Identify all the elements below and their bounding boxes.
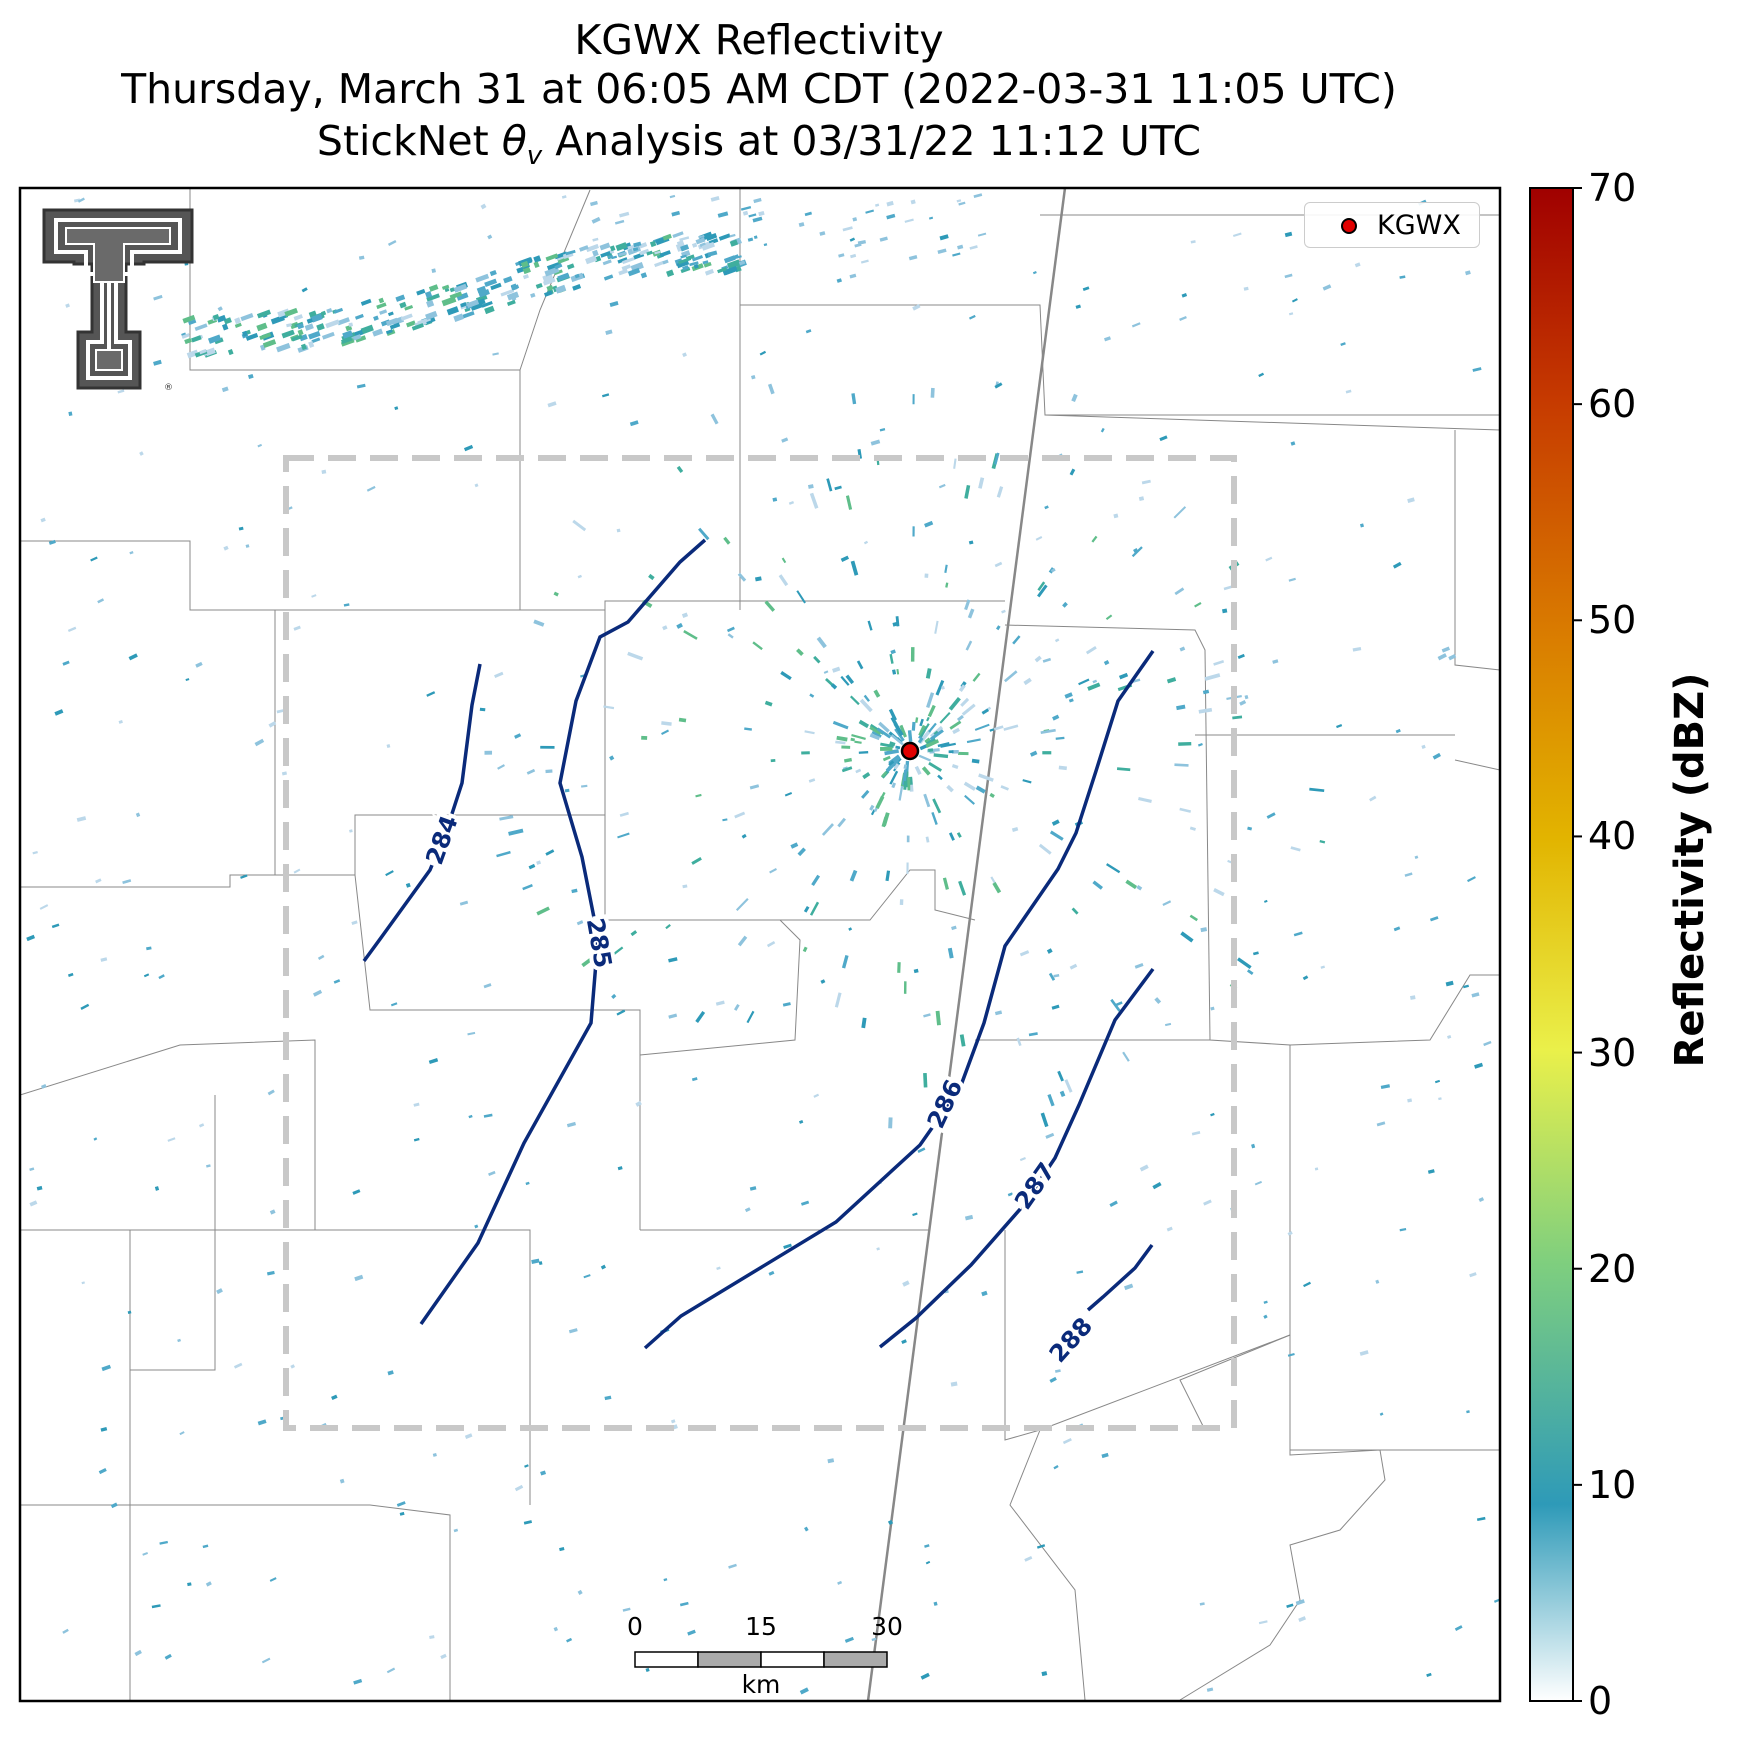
contour-286 bbox=[643, 649, 1155, 1350]
chart-subtitle-time: Thursday, March 31 at 06:05 AM CDT (2022… bbox=[121, 65, 1397, 113]
chart-subtitle-analysis: StickNet θv Analysis at 03/31/22 11:12 U… bbox=[316, 117, 1202, 172]
colorbar-tick-label: 10 bbox=[1588, 1462, 1637, 1507]
scale-bar bbox=[634, 1651, 888, 1668]
map-legend: KGWX bbox=[1304, 202, 1480, 248]
contour-288 bbox=[1086, 1243, 1154, 1312]
colorbar-tick-label: 30 bbox=[1588, 1030, 1637, 1075]
scale-bar-tick-15: 15 bbox=[745, 1612, 777, 1641]
kgwx-radar-site-marker[interactable] bbox=[900, 741, 920, 761]
analysis-domain-box bbox=[283, 455, 1237, 1431]
scale-bar-unit: km bbox=[741, 1670, 781, 1699]
colorbar-label: Reflectivity (dBZ) bbox=[1667, 672, 1713, 1068]
colorbar-tick-label: 70 bbox=[1588, 166, 1637, 210]
scale-bar-tick-0: 0 bbox=[627, 1612, 643, 1641]
state-boundary-line bbox=[866, 188, 1067, 1701]
legend-label: KGWX bbox=[1377, 210, 1461, 241]
colorbar-tick-label: 0 bbox=[1588, 1679, 1613, 1723]
contour-label-288: 288 bbox=[1044, 1312, 1098, 1368]
contour-284 bbox=[362, 663, 482, 963]
scale-bar-tick-30: 30 bbox=[871, 1612, 903, 1641]
svg-text:®: ® bbox=[164, 383, 173, 393]
colorbar-tick-label: 50 bbox=[1588, 598, 1637, 643]
county-boundaries bbox=[20, 188, 1500, 1701]
contour-285 bbox=[419, 538, 707, 1326]
contour-label-284: 284 bbox=[420, 812, 463, 869]
legend-marker-icon bbox=[1341, 218, 1357, 234]
contour-287 bbox=[878, 967, 1155, 1349]
colorbar-tick-label: 20 bbox=[1588, 1246, 1637, 1291]
radar-reflectivity-echoes bbox=[26, 193, 1500, 1695]
contour-label-287: 287 bbox=[1009, 1157, 1061, 1214]
map-frame bbox=[18, 186, 1502, 1703]
colorbar-tick-label: 60 bbox=[1588, 382, 1637, 427]
theta-v-contours bbox=[362, 538, 1155, 1350]
colorbar bbox=[1529, 187, 1574, 1702]
chart-title: KGWX Reflectivity bbox=[574, 16, 944, 64]
colorbar-tick-label: 40 bbox=[1588, 814, 1637, 859]
contour-label-286: 286 bbox=[922, 1075, 969, 1132]
texas-tech-double-t-logo: ® bbox=[42, 208, 194, 393]
